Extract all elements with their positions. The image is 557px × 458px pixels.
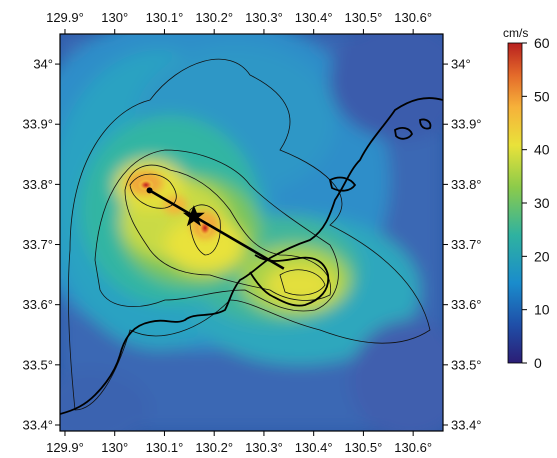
map-frame xyxy=(59,33,444,432)
epicenter-star-icon xyxy=(182,205,205,227)
lon-tick-label-bottom: 130.4° xyxy=(295,440,333,455)
lat-tick-label-right: 34° xyxy=(451,57,471,72)
colorbar-tick-label: 0 xyxy=(534,355,542,371)
lat-tick-label-left: 33.4° xyxy=(22,417,53,432)
lat-tick-label-right: 33.7° xyxy=(451,237,482,252)
lat-tick-label-left: 33.5° xyxy=(22,357,53,372)
lon-tick-label-bottom: 130.6° xyxy=(394,440,432,455)
colorbar-tick-label: 30 xyxy=(534,195,550,211)
colorbar-tick-label: 40 xyxy=(534,142,550,158)
lon-tick-label-bottom: 130.3° xyxy=(245,440,283,455)
lon-tick-label-top: 130.6° xyxy=(394,10,432,25)
lat-tick-label-right: 33.9° xyxy=(451,117,482,132)
lon-tick-label-top: 130.1° xyxy=(146,10,184,25)
lon-tick-label-bottom: 130° xyxy=(101,440,128,455)
lon-tick-label-bottom: 129.9° xyxy=(46,440,84,455)
lat-tick-label-right: 33.6° xyxy=(451,297,482,312)
colorbar: cm/s 60 50 40 30 20 10 0 xyxy=(503,26,550,371)
lon-tick-label-top: 130.2° xyxy=(195,10,233,25)
lat-tick-label-left: 34° xyxy=(33,57,53,72)
colorbar-gradient xyxy=(507,42,523,364)
colorbar-tick-label: 50 xyxy=(534,88,550,104)
lon-tick-label-top: 130.3° xyxy=(245,10,283,25)
lat-tick-label-left: 33.8° xyxy=(22,177,53,192)
colorbar-unit-label: cm/s xyxy=(503,26,528,40)
map-panel xyxy=(60,34,443,431)
axis-ticks: 129.9° 129.9° 130° 130° 130.1° 130.1° 130.2° 13… xyxy=(22,10,481,455)
lat-tick-label-left: 33.6° xyxy=(22,297,53,312)
lon-tick-label-bottom: 130.2° xyxy=(195,440,233,455)
lon-tick-label-top: 129.9° xyxy=(46,10,84,25)
lon-tick-label-top: 130.4° xyxy=(295,10,333,25)
coastline xyxy=(60,97,443,415)
lat-tick-label-left: 33.9° xyxy=(22,117,53,132)
colorbar-tick-label: 20 xyxy=(534,248,550,264)
lat-tick-label-left: 33.7° xyxy=(22,237,53,252)
lon-tick-label-bottom: 130.5° xyxy=(345,440,383,455)
lat-tick-label-right: 33.4° xyxy=(451,417,482,432)
lat-tick-label-right: 33.5° xyxy=(451,357,482,372)
colorbar-tick-label: 10 xyxy=(534,302,550,318)
lon-tick-label-top: 130.5° xyxy=(345,10,383,25)
colorbar-tick-label: 60 xyxy=(534,35,550,51)
lon-tick-label-top: 130° xyxy=(101,10,128,25)
fault-start-marker xyxy=(146,187,153,194)
contour-lines xyxy=(67,58,431,411)
lat-tick-label-right: 33.8° xyxy=(451,177,482,192)
lon-tick-label-bottom: 130.1° xyxy=(146,440,184,455)
fault-line xyxy=(148,189,285,270)
